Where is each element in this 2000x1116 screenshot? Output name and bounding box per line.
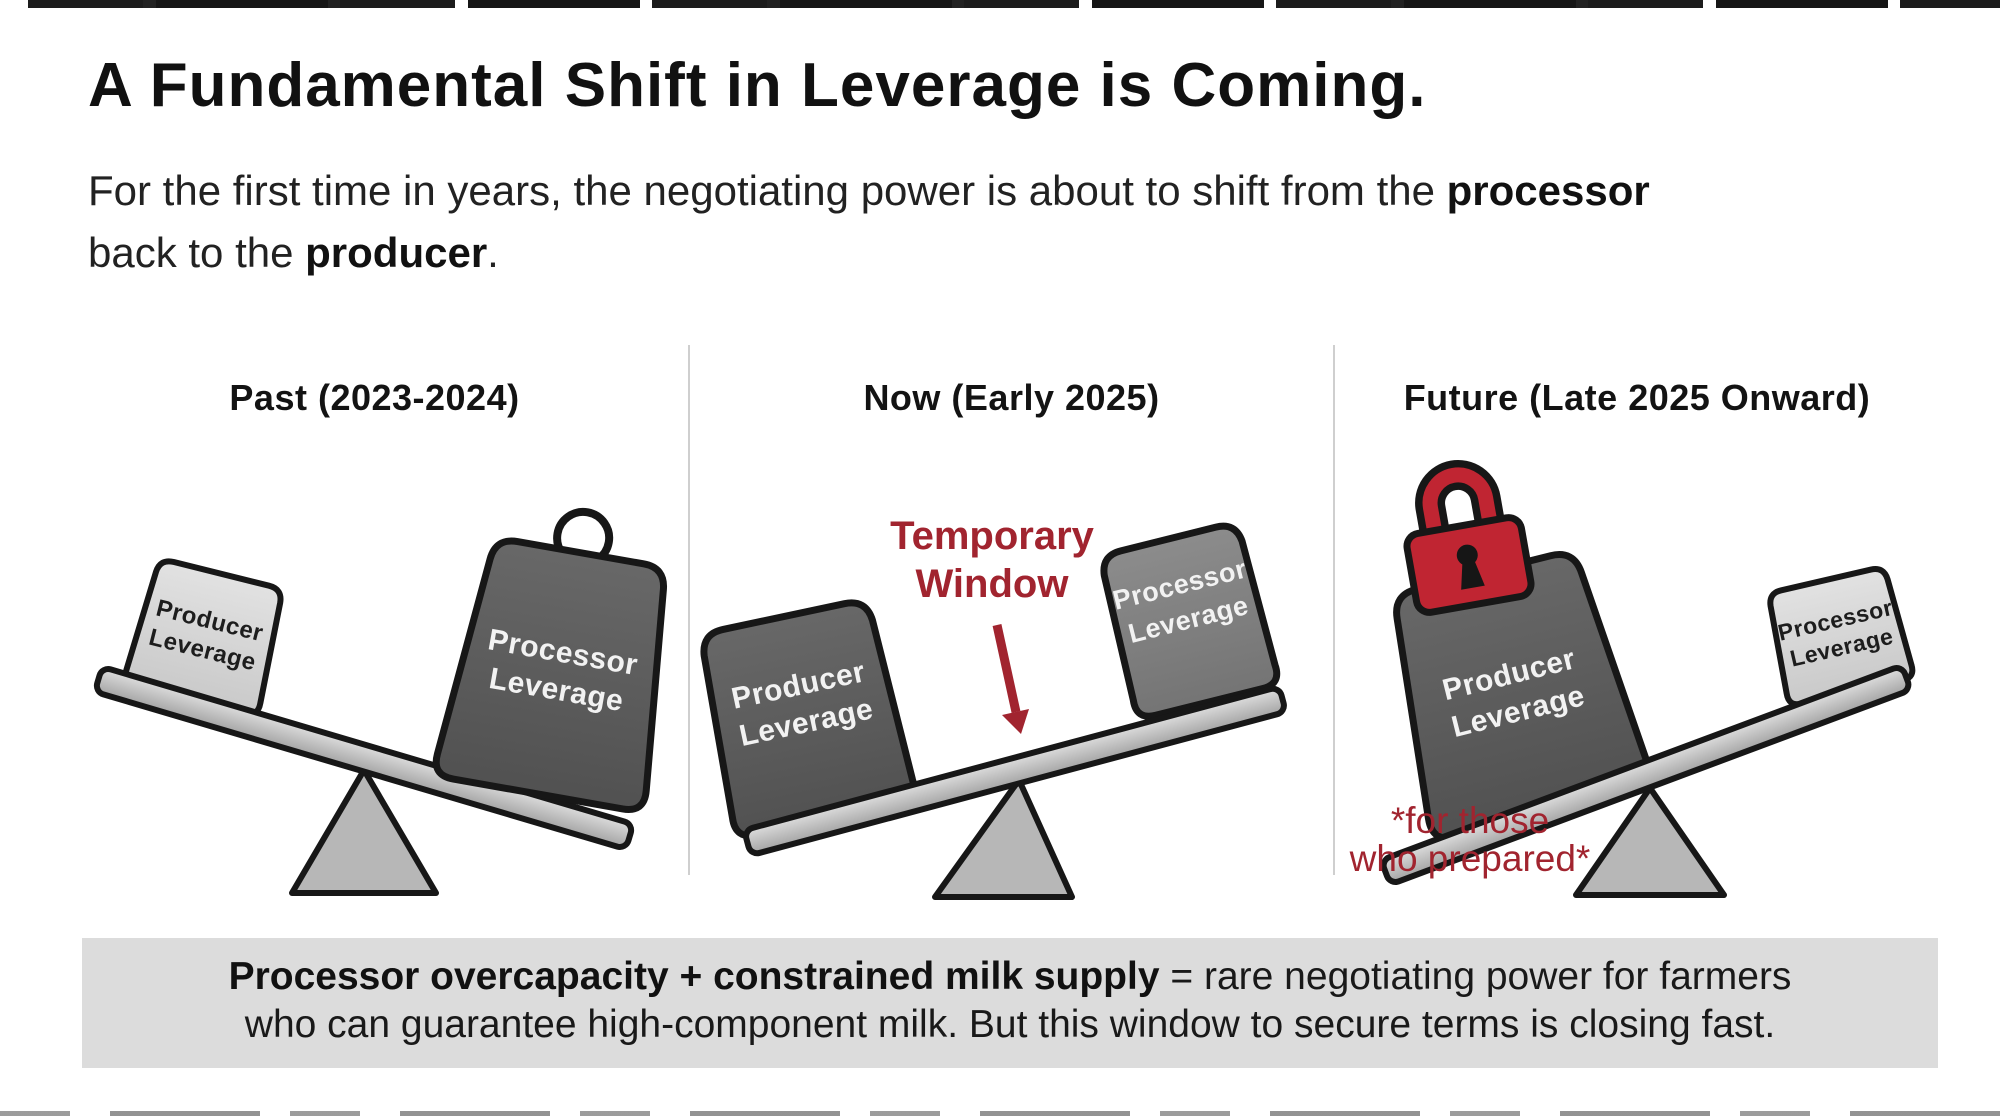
lock-shackle [1422, 467, 1498, 535]
panel-past: Past (2023-2024) Producer Leverage [60, 355, 689, 900]
intro-bold-processor: processor [1446, 167, 1650, 214]
producer-weight: Producer Leverage [1393, 551, 1654, 842]
panel-now: Now (Early 2025) Producer Leverage [689, 355, 1334, 900]
processor-weight: Processor Leverage [1767, 566, 1916, 708]
page-title: A Fundamental Shift in Leverage is Comin… [88, 51, 1427, 120]
seesaw-plank [1380, 665, 1912, 885]
processor-weight: Processor Leverage [432, 507, 667, 813]
temporary-window-label: Window [916, 562, 1070, 606]
seesaw-plank [743, 685, 1287, 857]
seesaw-fulcrum [289, 767, 439, 896]
intro-line1-text: For the first time in years, the negotia… [88, 167, 1447, 214]
seesaw-future: Producer Leverage Processor Leverage *fo… [1349, 459, 1916, 898]
seesaw-fulcrum [1573, 785, 1727, 898]
processor-weight-shape [1100, 522, 1281, 720]
down-arrow-icon [992, 624, 1029, 734]
lock-keyhole-stem [1461, 560, 1485, 590]
intro-line2: back to the producer. [88, 222, 1650, 284]
summary-banner: Processor overcapacity + constrained mil… [82, 938, 1938, 1068]
torn-edge-bottom [0, 1111, 2000, 1116]
panel-past-header: Past (2023-2024) [229, 377, 520, 418]
banner-line1-rest: = rare negotiating power for farmers [1159, 955, 1792, 998]
intro-line2-text: back to the [88, 229, 306, 276]
processor-weight-shape [432, 537, 667, 813]
panel-future: Future (Late 2025 Onward) Producer Lever… [1334, 355, 1940, 900]
temporary-window-label: Temporary [890, 514, 1095, 558]
panel-future-header: Future (Late 2025 Onward) [1403, 377, 1871, 418]
panel-now-header: Now (Early 2025) [863, 377, 1160, 418]
intro-line1: For the first time in years, the negotia… [88, 160, 1650, 222]
processor-weight-shape [1767, 566, 1916, 708]
padlock-icon [1403, 459, 1535, 616]
seesaw-plank [93, 666, 635, 850]
banner-line2: who can guarantee high-component milk. B… [244, 1003, 1776, 1046]
banner-bold-text: Processor overcapacity + constrained mil… [228, 955, 1160, 998]
seesaw-past: Producer Leverage Processor Leverage [93, 507, 667, 896]
seesaw-now: Producer Leverage Processor Leverage Tem… [700, 514, 1287, 900]
producer-weight: Producer Leverage [700, 599, 918, 840]
torn-edge-top [28, 0, 2000, 8]
seesaw-fulcrum [932, 777, 1075, 900]
panel-divider-2 [1333, 345, 1335, 875]
panel-divider-1 [688, 345, 690, 875]
banner-line1: Processor overcapacity + constrained mil… [82, 953, 1938, 1001]
intro-bold-producer: producer [305, 229, 488, 276]
footnote: who prepared* [1349, 838, 1591, 879]
intro-paragraph: For the first time in years, the negotia… [88, 160, 1650, 284]
processor-weight: Processor Leverage [1100, 522, 1281, 720]
intro-line2-end: . [487, 229, 499, 276]
footnote: *for those [1391, 800, 1549, 841]
